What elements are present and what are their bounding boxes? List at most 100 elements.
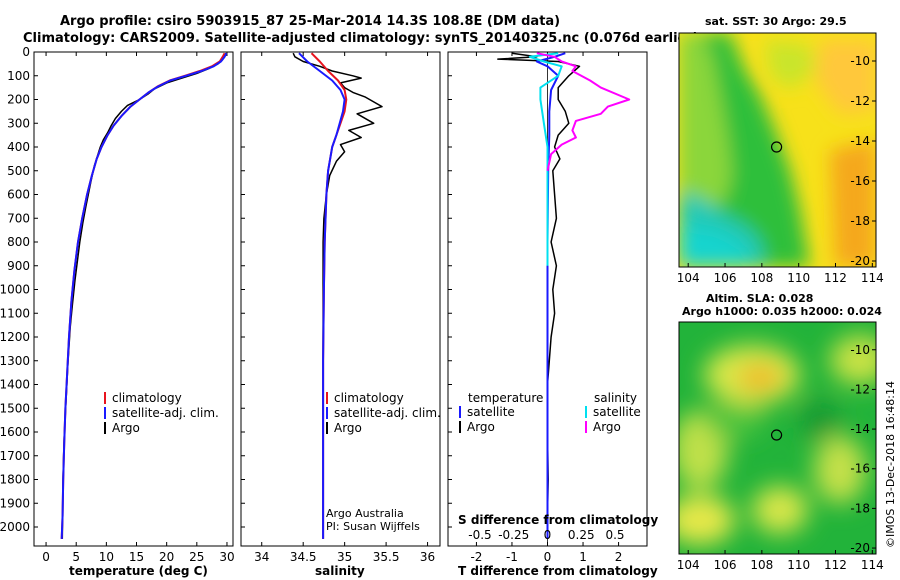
depth-tick-label: 1100 [0,306,30,320]
temperature-legend: climatology satellite-adj. clim. Argo [104,391,219,435]
x-tick-label: -1 [506,550,518,564]
legend-satellite: satellite-adj. clim. [112,406,219,420]
series-s-argo [536,52,631,172]
depth-tick-label: 1500 [0,401,30,415]
sst-map-axes: 104 106 108 110 112 114 -10 -12 -14 -16 -18 -20 [677,54,884,285]
series-s-satellite [528,52,563,266]
legend-t-argo: Argo [467,420,495,434]
series-argo [61,52,227,539]
map-lat-label: -18 [850,214,870,228]
x-tick-label: 35.5 [373,550,400,564]
depth-tick-label: 1200 [0,330,30,344]
depth-tick-label: 1600 [0,425,30,439]
credit-pi: PI: Susan Wijffels [326,520,420,533]
sdiff-axis-label: S difference from climatology [458,513,658,527]
depth-tick-label: 0 [22,45,30,59]
legend-s-satellite: satellite [593,405,641,419]
profile-curves [60,52,631,539]
sla-map-subtitle: Argo h1000: 0.035 h2000: 0.024 [682,305,882,318]
x-tick-label: 34 [254,550,269,564]
series-satellite-adj-clim- [298,52,346,539]
series-climatology [310,52,348,539]
sla-map-axes: 104 106 108 110 112 114 -10 -12 -14 -16 -18 -20 [677,343,884,572]
legend-satellite: satellite-adj. clim. [334,406,441,420]
sst-map-title: sat. SST: 30 Argo: 29.5 [705,15,847,28]
map-lat-label: -12 [850,382,870,396]
sla-map-title: Altim. SLA: 0.028 [706,292,813,305]
depth-tick-label: 1800 [0,473,30,487]
x-tick-label: 36 [420,550,435,564]
s-tick-label: 0 [544,528,552,542]
series-t-satellite [535,52,566,539]
x-tick-label: 10 [99,550,114,564]
s-tick-label: -0.25 [498,528,529,542]
x-tick-label: 34.5 [290,550,317,564]
map-lon-label: 114 [861,271,884,285]
map-lat-label: -20 [850,541,870,555]
header-line-2: Climatology: CARS2009. Satellite-adjuste… [23,31,699,46]
x-tick-label: 5 [72,550,80,564]
depth-tick-label: 200 [7,93,30,107]
map-lon-label: 106 [714,271,737,285]
legend-climatology: climatology [112,391,182,405]
depth-tick-label: 1000 [0,283,30,297]
map-lon-label: 104 [677,558,700,572]
legend-salinity-title: salinity [594,391,637,405]
x-tick-label: 1 [579,550,587,564]
argo-location-marker [770,429,783,441]
depth-tick-label: 800 [7,235,30,249]
map-lon-label: 108 [750,271,773,285]
depth-tick-label: 900 [7,259,30,273]
legend-climatology: climatology [334,391,404,405]
series-t-argo [497,52,581,539]
map-lat-label: -16 [850,462,870,476]
tdiff-axis-label: T difference from climatology [458,564,658,578]
s-tick-label: -0.5 [468,528,491,542]
x-tick-label: 0 [544,550,552,564]
map-lat-label: -16 [850,174,870,188]
imos-stamp: ©IMOS 13-Dec-2018 16:48:14 [884,381,897,548]
sla-map [679,322,876,554]
map-lon-label: 106 [714,558,737,572]
map-lon-label: 112 [824,271,847,285]
salinity-legend: climatology satellite-adj. clim. Argo Ar… [326,391,441,533]
map-lon-label: 114 [861,558,884,572]
legend-temperature-title: temperature [468,391,543,405]
depth-tick-label: 400 [7,140,30,154]
temperature-panel [33,51,234,547]
map-lat-label: -14 [850,422,870,436]
depth-axis: 0 100 200 300 400 500 600 700 800 900 1000 1100 1200… [0,45,452,534]
legend-argo: Argo [334,421,362,435]
series-argo [292,52,383,539]
map-lon-label: 110 [787,271,810,285]
legend-s-argo: Argo [593,420,621,434]
x-tick-label: 2 [615,550,623,564]
map-lon-label: 104 [677,271,700,285]
header-line-1: Argo profile: csiro 5903915_87 25-Mar-20… [60,14,560,29]
x-tick-label: 25 [189,550,204,564]
map-lon-label: 110 [787,558,810,572]
legend-t-satellite: satellite [467,405,515,419]
credit-argo-australia: Argo Australia [326,507,404,520]
x-tick-label: -2 [470,550,482,564]
s-tick-label: 0.25 [568,528,595,542]
map-lon-label: 112 [824,558,847,572]
map-lat-label: -12 [850,94,870,108]
depth-tick-label: 500 [7,164,30,178]
sla-map-frame [678,321,877,555]
x-tick-label: 20 [159,550,174,564]
x-tick-label: 15 [129,550,144,564]
sst-map [679,33,876,267]
legend-argo: Argo [112,421,140,435]
map-lat-label: -20 [850,254,870,268]
depth-tick-label: 2000 [0,520,30,534]
x-axes: 0 5 10 15 20 25 30 34 34.5 35 35.5 36 -2 -1 0 1 2 [42,52,622,564]
depth-tick-label: 700 [7,211,30,225]
map-lat-label: -10 [850,54,870,68]
salinity-panel [240,51,441,547]
depth-tick-label: 1700 [0,449,30,463]
temperature-axis-label: temperature (deg C) [69,564,208,578]
x-tick-label: 35 [337,550,352,564]
salinity-axis-label: salinity [315,564,365,578]
